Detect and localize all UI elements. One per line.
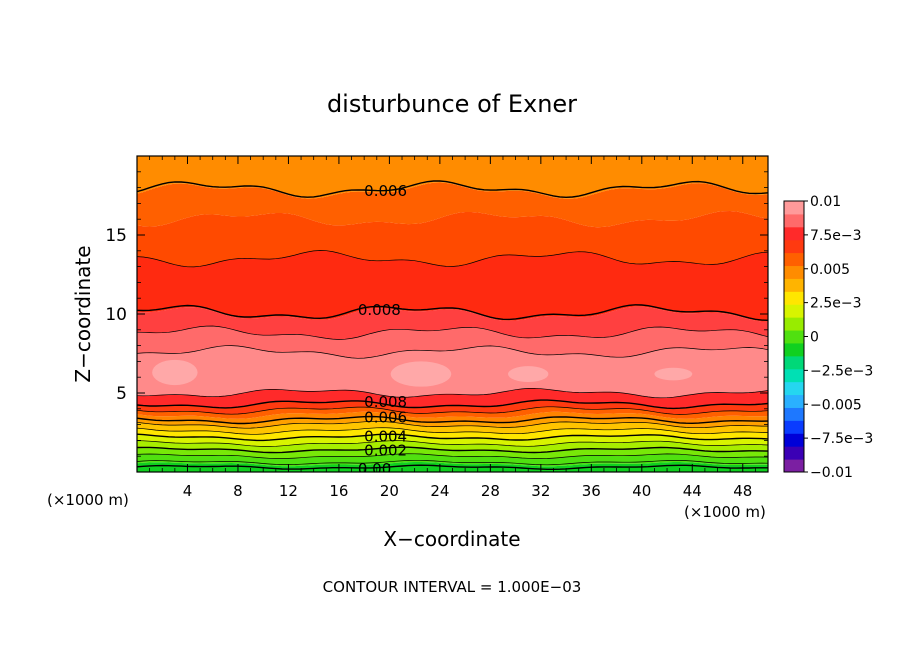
y-tick-label: 15	[105, 226, 127, 246]
colorbar-segment	[784, 342, 804, 357]
contour-line	[137, 464, 768, 470]
y-tick-label: 5	[116, 384, 127, 404]
colorbar-segment	[784, 420, 804, 434]
contour-band	[137, 406, 768, 419]
contour-band	[137, 250, 768, 322]
colorbar-segment	[784, 252, 804, 267]
contour-label: 0.004	[364, 428, 407, 446]
contour-line	[137, 440, 768, 447]
colorbar-segment	[784, 278, 804, 292]
colorbar-segment	[784, 213, 804, 228]
colorbar-segment	[784, 317, 804, 331]
contour-label: 0.006	[364, 409, 407, 427]
x-tick-label: 16	[329, 482, 348, 500]
colorbar: 0.01 7.5e−3 0.005 2.5e−3 0 −2.5e−3 −0.005 −7.5e…	[783, 194, 873, 481]
x-tick-label: 12	[279, 482, 298, 500]
colorbar-segment	[784, 433, 804, 447]
contour-line	[137, 399, 768, 410]
x-unit-left: (×1000 m)	[47, 491, 129, 509]
colorbar-segment	[784, 381, 804, 396]
contour-label: 0.008	[364, 393, 407, 411]
contour-band	[137, 211, 768, 267]
highlight-region	[152, 359, 198, 386]
x-axis-label: X−coordinate	[383, 527, 520, 551]
colorbar-segment	[784, 330, 804, 344]
contour-line	[137, 420, 768, 429]
contour-line	[137, 427, 768, 435]
contour-band	[137, 306, 768, 340]
colorbar-segment	[784, 459, 804, 473]
colorbar-tick-label: −7.5e−3	[810, 431, 873, 447]
colorbar-segment	[784, 407, 804, 421]
x-tick-label: 36	[582, 482, 601, 500]
colorbar-segment	[784, 291, 804, 305]
contour-line	[137, 304, 768, 321]
contour-line	[137, 415, 768, 425]
x-tick-label: 32	[531, 482, 550, 500]
contour-band	[137, 411, 768, 424]
contour-line	[137, 250, 768, 268]
contour-band	[137, 421, 768, 435]
contour-line	[137, 180, 768, 199]
contour-label: 0.006	[364, 182, 407, 200]
colorbar-tick-label: 0.005	[810, 262, 850, 278]
x-tick-label: 8	[233, 482, 243, 500]
contour-line	[137, 406, 768, 415]
colorbar-segment	[784, 226, 804, 241]
colorbar-segment	[784, 446, 804, 460]
colorbar-tick-label: 2.5e−3	[810, 296, 862, 312]
x-tick-label: 40	[632, 482, 651, 500]
contour-band	[137, 416, 768, 429]
contour-label: 0.00	[358, 460, 391, 478]
x-tick-label: 44	[683, 482, 702, 500]
contour-band	[137, 434, 768, 447]
colorbar-segment	[784, 394, 804, 408]
contour-label: 0.002	[364, 442, 407, 460]
contour-line	[137, 345, 768, 359]
contour-band	[137, 345, 768, 398]
contour-label: 0.008	[358, 301, 401, 319]
colorbar-tick-label: 0.01	[810, 194, 841, 210]
contour-band	[137, 388, 768, 409]
contour-line	[137, 387, 768, 399]
colorbar-segment	[784, 304, 804, 318]
colorbar-segment	[784, 368, 804, 383]
highlight-region	[390, 361, 452, 387]
x-tick-label: 4	[183, 482, 193, 500]
colorbar-segment	[784, 355, 804, 370]
x-tick-label: 48	[733, 482, 752, 500]
x-tick-label: 28	[481, 482, 500, 500]
colorbar-segment	[784, 239, 804, 254]
chart-title: disturbunce of Exner	[327, 90, 577, 118]
contour-band	[137, 440, 768, 453]
colorbar-segment	[784, 201, 804, 215]
highlight-region	[508, 366, 549, 382]
contour-interval-note: CONTOUR INTERVAL = 1.000E−03	[323, 578, 582, 596]
colorbar-tick-label: −2.5e−3	[810, 363, 873, 379]
contour-line	[137, 433, 768, 442]
contour-line	[137, 325, 768, 340]
contour-line	[137, 459, 768, 466]
colorbar-segment	[784, 265, 804, 279]
contour-line	[137, 446, 768, 454]
y-tick-label: 10	[105, 305, 127, 325]
x-unit-right: (×1000 m)	[684, 503, 766, 521]
contour-band	[137, 447, 768, 459]
x-tick-label: 24	[430, 482, 449, 500]
colorbar-tick-label: −0.005	[810, 397, 862, 413]
contour-band	[137, 453, 768, 467]
contour-band	[137, 182, 768, 228]
y-axis-label: Z−coordinate	[71, 245, 95, 382]
x-tick-label: 20	[380, 482, 399, 500]
colorbar-tick-label: 0	[810, 330, 819, 346]
highlight-region	[654, 367, 693, 381]
contour-band	[137, 326, 768, 359]
contour-band	[137, 400, 768, 415]
colorbar-tick-label: 7.5e−3	[810, 228, 862, 244]
contour-line	[137, 453, 768, 459]
colorbar-tick-label: −0.01	[810, 465, 853, 481]
